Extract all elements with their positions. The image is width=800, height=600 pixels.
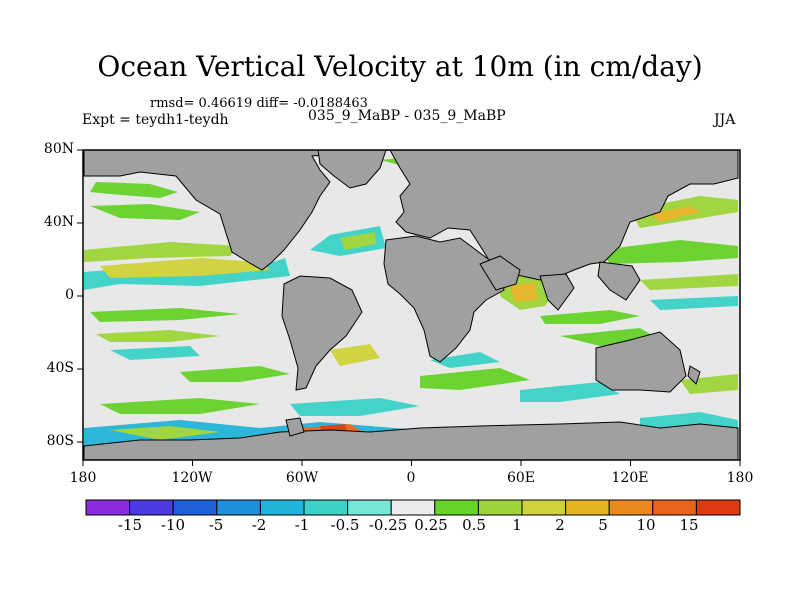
land-antarctic-peninsula — [285, 417, 305, 437]
colorbar-swatch — [303, 499, 349, 516]
colorbar-swatch — [390, 499, 436, 516]
colorbar-label: -0.25 — [368, 516, 408, 534]
colorbar-label: -1 — [294, 516, 310, 534]
lon-tick-label: 180 — [69, 470, 97, 486]
land-arabia — [479, 255, 521, 291]
anomaly-band — [290, 398, 420, 416]
lon-tick-label: 120E — [611, 470, 649, 486]
land-africa — [383, 235, 505, 363]
colorbar-swatch — [434, 499, 479, 516]
land-eurasia — [389, 149, 739, 281]
colorbar-swatch — [652, 499, 697, 516]
colorbar-swatch — [608, 499, 654, 516]
anomaly-band — [90, 308, 240, 322]
lat-tick-label: 40N — [43, 214, 74, 230]
stats-label: rmsd= 0.46619 diff= -0.0188463 — [150, 96, 368, 111]
anomaly-band — [90, 204, 200, 220]
land — [83, 149, 739, 461]
land-south-america — [281, 275, 363, 391]
anomaly-band — [110, 426, 220, 440]
plot-title: Ocean Vertical Velocity at 10m (in cm/da… — [97, 50, 703, 83]
anomaly-band — [640, 274, 738, 290]
colorbar-label: -0.5 — [330, 516, 360, 534]
colorbar-label: 0.25 — [414, 516, 448, 534]
colorbar-swatch — [129, 499, 174, 516]
lon-tick-label: 180 — [726, 470, 754, 486]
colorbar-label: 0.5 — [462, 516, 486, 534]
colorbar-label: 15 — [679, 516, 699, 534]
colorbar-swatch — [565, 499, 610, 516]
anomaly-band — [650, 206, 700, 222]
anomaly-band — [100, 258, 270, 278]
anomaly-band — [540, 310, 640, 324]
lat-tick-label: 40S — [46, 360, 74, 376]
colorbar-label: 10 — [636, 516, 656, 534]
land-india — [539, 273, 575, 311]
land-greenland — [317, 149, 387, 189]
anomaly-band — [420, 368, 530, 390]
season-label: JJA — [714, 112, 736, 128]
anomaly-band — [84, 242, 240, 262]
lat-tick-label: 80N — [43, 141, 74, 157]
colorbar-swatch — [347, 499, 392, 516]
colorbar-swatch — [85, 499, 131, 516]
colorbar-swatch — [695, 499, 741, 516]
colorbar-label: 5 — [598, 516, 608, 534]
anomaly-band — [90, 182, 178, 198]
anomaly-band — [100, 398, 260, 414]
colorbar-swatch — [477, 499, 523, 516]
anomaly-band — [600, 240, 738, 264]
anomaly-band — [180, 366, 290, 382]
land-australia — [595, 331, 687, 393]
colorbar-label: 1 — [512, 516, 522, 534]
anomaly-band — [110, 346, 200, 360]
colorbar — [85, 499, 741, 516]
lat-tick-label: 0 — [65, 287, 74, 303]
lon-tick-label: 0 — [406, 470, 416, 486]
anomaly-band — [96, 330, 220, 342]
colorbar-label: -10 — [160, 516, 186, 534]
lat-tick-label: 80S — [46, 433, 74, 449]
experiment-label: Expt = teydh1-teydh — [82, 112, 229, 128]
land-new-zealand — [687, 365, 701, 385]
land-southeast-asia — [597, 261, 641, 301]
anomaly-band — [430, 352, 500, 368]
colorbar-label: -2 — [251, 516, 267, 534]
land-north-america — [83, 149, 391, 271]
lon-tick-label: 60W — [285, 470, 319, 486]
colorbar-swatch — [172, 499, 218, 516]
colorbar-label: -15 — [117, 516, 143, 534]
run-comparison-label: 035_9_MaBP - 035_9_MaBP — [308, 108, 506, 124]
colorbar-label: 2 — [555, 516, 565, 534]
colorbar-label: -5 — [208, 516, 224, 534]
colorbar-swatch — [216, 499, 261, 516]
anomaly-band — [340, 232, 376, 250]
anomaly-band — [520, 382, 620, 402]
anomaly-band — [330, 344, 380, 366]
lon-tick-label: 120W — [171, 470, 213, 486]
land-antarctica — [83, 421, 739, 461]
anomaly-band — [510, 282, 538, 302]
axis-ticks — [77, 149, 741, 466]
colorbar-swatch — [521, 499, 567, 516]
anomaly-band — [650, 296, 738, 310]
lon-tick-label: 60E — [506, 470, 536, 486]
colorbar-swatch — [259, 499, 305, 516]
